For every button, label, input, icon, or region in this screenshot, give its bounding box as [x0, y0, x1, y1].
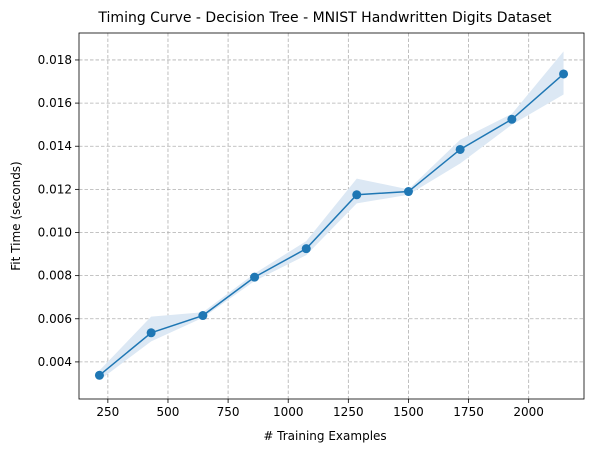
x-tick-label-1: 500	[157, 405, 180, 419]
x-tick-label-4: 1250	[333, 405, 364, 419]
y-tick-label-3: 0.010	[38, 225, 72, 239]
data-point-3	[250, 272, 260, 282]
data-point-6	[403, 187, 413, 197]
x-tick-label-3: 1000	[273, 405, 304, 419]
y-tick-label-6: 0.016	[38, 96, 72, 110]
x-tick-label-7: 2000	[513, 405, 544, 419]
data-point-7	[455, 144, 465, 154]
data-point-9	[559, 69, 569, 79]
x-tick-label-5: 1500	[393, 405, 424, 419]
y-tick-label-5: 0.014	[38, 139, 72, 153]
chart-title: Timing Curve - Decision Tree - MNIST Han…	[97, 10, 552, 26]
y-axis-title: Fit Time (seconds)	[9, 161, 23, 270]
y-tick-label-4: 0.012	[38, 182, 72, 196]
data-point-8	[507, 114, 517, 124]
x-axis-title: # Training Examples	[263, 429, 386, 443]
data-point-1	[146, 328, 156, 338]
data-point-4	[301, 244, 311, 254]
x-tick-label-6: 1750	[453, 405, 484, 419]
confidence-band-0	[99, 51, 564, 381]
y-tick-label-2: 0.008	[38, 269, 72, 283]
data-point-5	[352, 190, 362, 200]
series-line-0	[98, 73, 565, 376]
plot-frame	[78, 32, 585, 400]
x-tick-label-2: 750	[217, 405, 240, 419]
data-point-2	[198, 311, 208, 321]
data-point-0	[94, 370, 104, 380]
y-tick-label-0: 0.004	[38, 355, 72, 369]
y-tick-label-1: 0.006	[38, 312, 72, 326]
x-tick-label-0: 250	[96, 405, 119, 419]
y-tick-label-7: 0.018	[38, 53, 72, 67]
